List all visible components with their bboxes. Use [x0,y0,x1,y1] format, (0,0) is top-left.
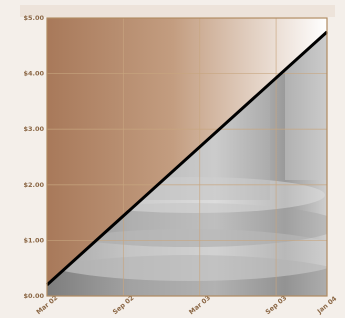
y-tick-label: $1.00 [23,236,44,244]
y-tick-label: $3.00 [23,125,44,133]
header-band [20,5,335,17]
y-tick-label: $4.00 [23,70,44,78]
y-tick-label: $0.00 [23,292,44,300]
chart: $0.00$1.00$2.00$3.00$4.00$5.00Mar 02Sep … [0,0,345,318]
y-tick-label: $5.00 [23,14,44,22]
y-tick-label: $2.00 [23,181,44,189]
